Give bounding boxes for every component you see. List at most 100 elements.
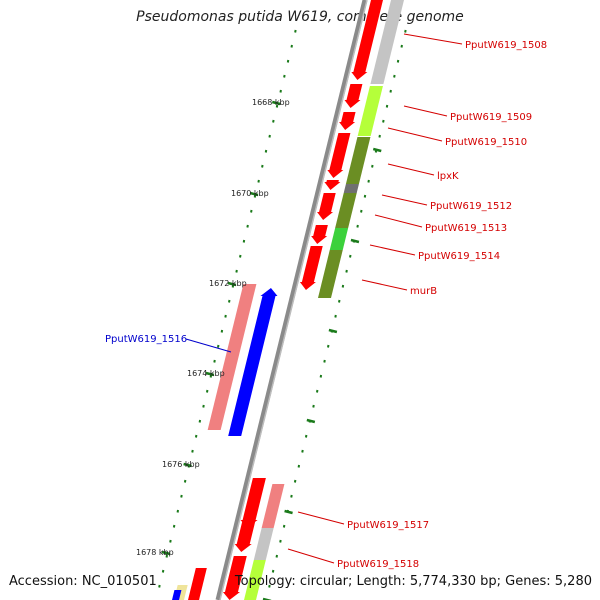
forward-cds[interactable] — [234, 522, 256, 552]
label-leader — [403, 105, 448, 117]
outer-guide-dot — [268, 134, 271, 138]
feature-type-block[interactable] — [345, 137, 371, 184]
forward-cds[interactable] — [222, 556, 247, 600]
feature-type-block[interactable] — [357, 86, 383, 136]
outer-guide-dot — [279, 89, 282, 93]
outer-guide-dot — [165, 554, 169, 558]
forward-cds[interactable] — [188, 568, 207, 600]
outer-guide-dot — [290, 44, 293, 48]
outer-guide-dot — [257, 179, 260, 183]
major-tick — [161, 550, 171, 556]
major-tick — [271, 100, 281, 106]
gene-label-1509[interactable]: PputW619_1509 — [450, 112, 532, 123]
feature-type-block[interactable] — [261, 484, 285, 528]
inner-guide-dot — [345, 269, 348, 273]
inner-guide-dot — [360, 209, 363, 213]
inner-guide-dot — [290, 494, 293, 498]
gene-label-lpxK[interactable]: lpxK — [437, 171, 459, 182]
major-tick — [183, 462, 192, 468]
inner-guide-dot — [279, 539, 282, 543]
outer-guide-dot — [194, 434, 198, 438]
outer-guide-dot — [158, 584, 161, 588]
feature-type-block[interactable] — [244, 560, 266, 600]
gene-label-1517[interactable]: PputW619_1517 — [347, 520, 429, 531]
label-leaders — [185, 33, 463, 564]
forward-cds[interactable] — [317, 193, 336, 220]
inner-guide-dot — [326, 344, 330, 348]
scale-guides — [158, 29, 407, 600]
inner-guide-dot — [363, 194, 367, 198]
feature-type-block[interactable] — [335, 193, 357, 228]
outer-guide-dot — [235, 269, 238, 273]
inner-guide-dot — [341, 284, 345, 288]
inner-guide-dot — [271, 569, 275, 573]
forward-cds[interactable] — [299, 246, 323, 290]
inner-guide-dot — [301, 449, 304, 453]
outer-guide-dot — [183, 479, 187, 483]
outer-guide-dot — [286, 59, 290, 63]
label-leader — [361, 279, 408, 291]
label-leader — [403, 33, 463, 45]
tick-label-1678: 1678 kbp — [136, 548, 174, 557]
reverse-cds[interactable] — [172, 590, 182, 600]
gene-label-1508[interactable]: PputW619_1508 — [465, 40, 547, 51]
forward-cds[interactable] — [311, 225, 328, 244]
outer-guide-dot — [250, 209, 253, 213]
outer-guide-dot — [283, 74, 286, 78]
gene-label-1518[interactable]: PputW619_1518 — [337, 559, 419, 570]
outer-guide-dot — [205, 389, 209, 393]
map-title: Pseudomonas putida W619, complete genome — [136, 9, 464, 25]
label-leader — [381, 194, 428, 206]
feature-type-block[interactable] — [329, 228, 349, 250]
outer-guide-dot — [202, 404, 205, 408]
major-tick — [284, 509, 293, 515]
reverse-feature-type[interactable] — [207, 284, 257, 430]
gene-label-1510[interactable]: PputW619_1510 — [445, 137, 527, 148]
forward-cds[interactable] — [344, 84, 363, 108]
gene-label-1512[interactable]: PputW619_1512 — [430, 201, 512, 212]
accession-text: Accession: NC_010501 — [9, 574, 157, 589]
outer-guide-dot — [242, 239, 246, 243]
inner-guide-dot — [382, 119, 385, 123]
inner-guide-dot — [389, 89, 392, 93]
inner-guide-dot — [297, 464, 301, 468]
gene-label-1516[interactable]: PputW619_1516 — [105, 334, 187, 345]
gene-label-1513[interactable]: PputW619_1513 — [425, 223, 507, 234]
forward-cds[interactable] — [327, 133, 351, 178]
forward-cds[interactable] — [240, 478, 266, 528]
major-tick — [205, 371, 215, 377]
inner-guide-dot — [338, 299, 341, 303]
outer-guide-dot — [220, 329, 224, 333]
reverse-cds[interactable] — [228, 288, 278, 436]
gene-label-1514[interactable]: PputW619_1514 — [418, 251, 500, 262]
gene-label-murB[interactable]: murB — [410, 286, 437, 297]
outer-guide-dot — [191, 449, 194, 453]
inner-guide-dot — [319, 374, 323, 378]
outer-guide-dot — [228, 299, 231, 303]
outer-guide-dot — [261, 164, 264, 168]
genome-backbone — [215, 0, 368, 600]
tick-label-1672: 1672 kbp — [209, 279, 247, 288]
outer-guide-dot — [239, 254, 242, 258]
feature-type-block[interactable] — [253, 528, 274, 560]
inner-guide-dot — [378, 134, 381, 138]
inner-guide-dot — [334, 314, 337, 318]
outer-guide-dot — [180, 494, 183, 498]
inner-guide-dot — [315, 389, 319, 393]
feature-type-block[interactable] — [343, 184, 359, 193]
inner-guide-dot — [312, 404, 315, 408]
topology-text: Topology: circular; Length: 5,774,330 bp… — [234, 574, 592, 589]
forward-cds[interactable] — [339, 112, 356, 130]
outer-guide-dot — [161, 569, 165, 573]
label-leader — [374, 214, 423, 228]
forward-cds[interactable] — [324, 180, 341, 190]
tick-label-1676: 1676 kbp — [162, 460, 200, 469]
feature-type-block[interactable] — [317, 250, 343, 298]
tick-label-1670: 1670 kbp — [231, 189, 269, 198]
outer-guide-dot — [264, 149, 268, 153]
outer-guide-dot — [224, 314, 227, 318]
forward-cds[interactable] — [351, 0, 383, 80]
feature-type-block[interactable] — [370, 0, 404, 84]
major-tick — [328, 328, 338, 334]
